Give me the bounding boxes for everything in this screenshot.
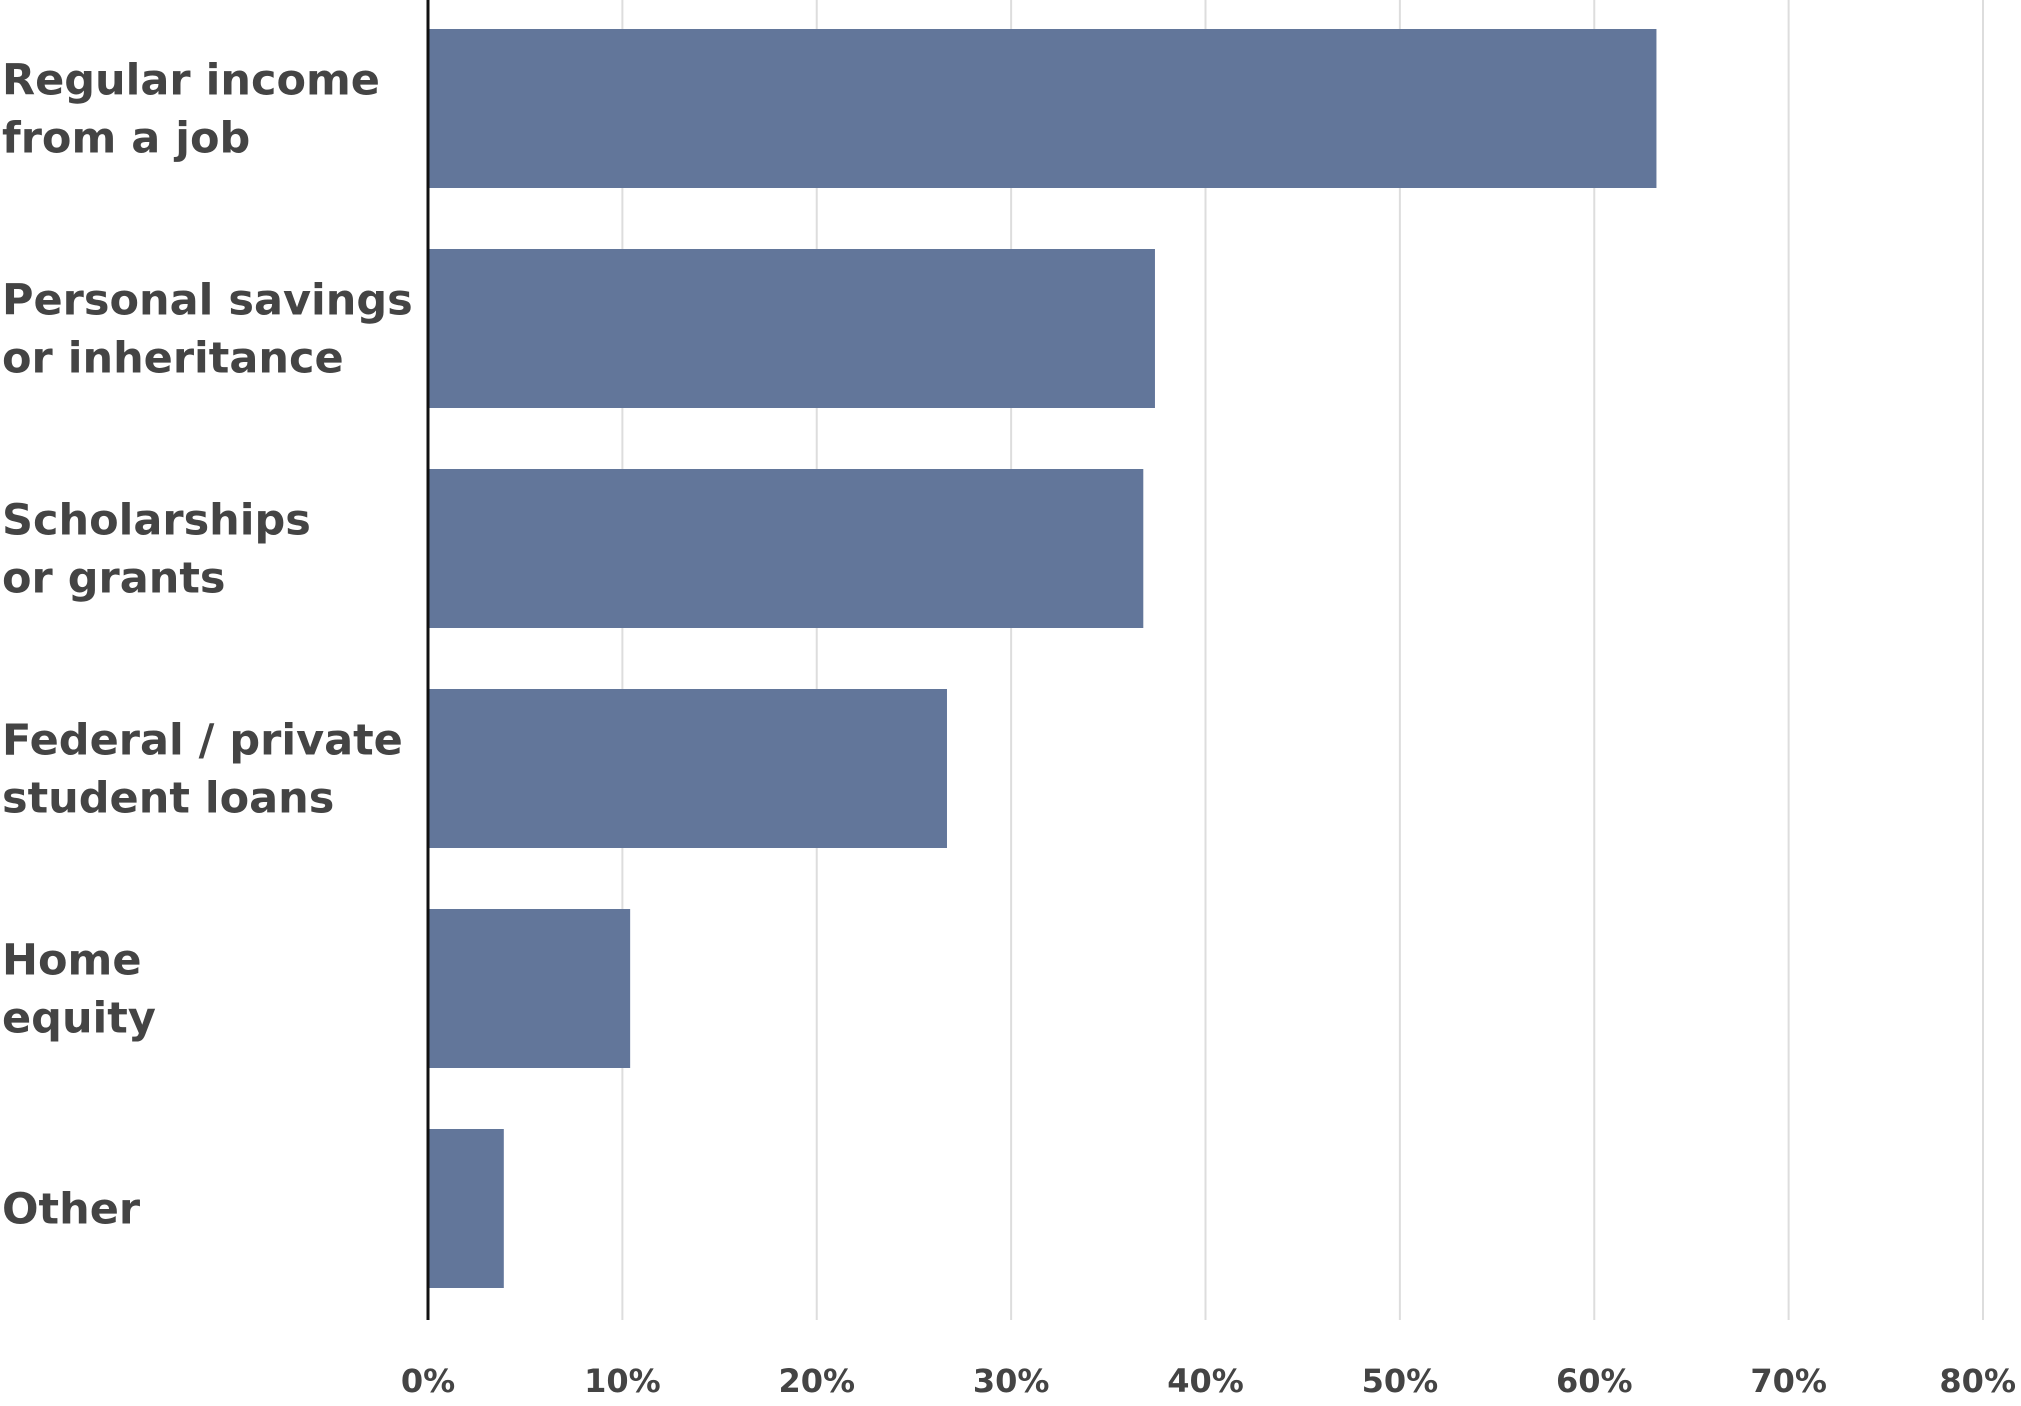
category-label-line: Home xyxy=(2,936,142,986)
x-axis-tick-labels: 0% 10% 20% 30% 40% 50% 60% 70% 80% xyxy=(401,1362,2016,1400)
category-label: Home equity xyxy=(2,936,156,1044)
category-label: Personal savings or inheritance xyxy=(2,276,413,384)
bar xyxy=(428,469,1144,628)
category-label: Other xyxy=(2,1185,141,1235)
category-label-line: or inheritance xyxy=(2,334,344,384)
category-label-line: or grants xyxy=(2,554,225,604)
category-label: Scholarships or grants xyxy=(2,496,311,604)
bars xyxy=(428,29,1657,1288)
category-label-line: Scholarships xyxy=(2,496,311,546)
bar xyxy=(428,909,631,1068)
x-tick-label: 60% xyxy=(1556,1362,1633,1400)
gridlines xyxy=(621,0,1984,1320)
bar xyxy=(428,249,1155,408)
category-label-line: equity xyxy=(2,994,156,1044)
x-tick-label: 50% xyxy=(1362,1362,1439,1400)
x-tick-label: 70% xyxy=(1750,1362,1827,1400)
category-label-line: Other xyxy=(2,1185,141,1235)
x-tick-label: 80% xyxy=(1939,1362,2016,1400)
x-tick-label: 30% xyxy=(973,1362,1050,1400)
bar xyxy=(428,689,947,848)
category-label: Regular income from a job xyxy=(2,56,380,164)
x-tick-label: 40% xyxy=(1167,1362,1244,1400)
category-labels: Regular income from a job Personal savings… xyxy=(2,56,413,1235)
category-label-line: Regular income xyxy=(2,56,380,106)
x-tick-label: 10% xyxy=(584,1362,661,1400)
x-tick-label: 0% xyxy=(401,1362,455,1400)
x-tick-label: 20% xyxy=(778,1362,855,1400)
bar xyxy=(428,1129,504,1288)
category-label-line: student loans xyxy=(2,774,334,824)
bar xyxy=(428,29,1657,188)
category-label-line: Federal / private xyxy=(2,716,403,766)
category-label-line: Personal savings xyxy=(2,276,413,326)
category-label-line: from a job xyxy=(2,114,250,164)
category-label: Federal / private student loans xyxy=(2,716,403,824)
